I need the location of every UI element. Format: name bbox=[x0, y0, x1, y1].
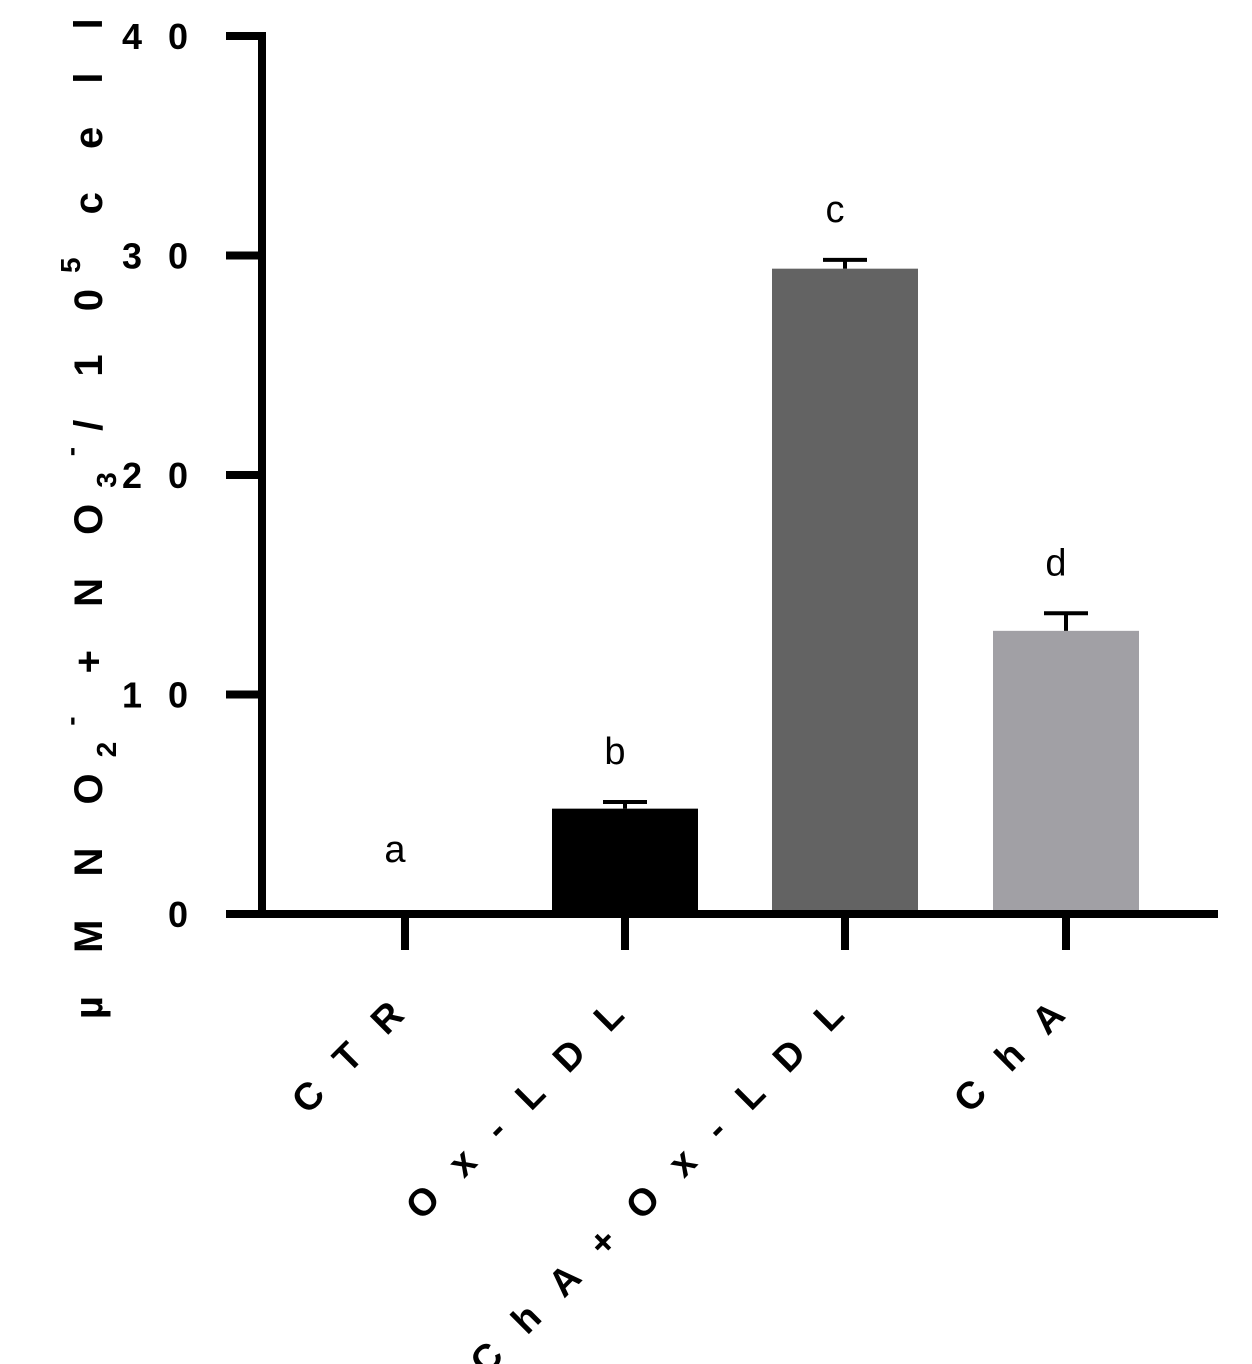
x-tick-label-1: C T R bbox=[284, 987, 419, 1122]
y-tick-label-40: 4 0 bbox=[122, 16, 196, 57]
bar-2 bbox=[552, 808, 698, 914]
x-ticks: C T RO x - L D LC h A + O x - L D L C h A bbox=[284, 914, 1080, 1364]
x-tick-label-2: O x - L D L bbox=[398, 987, 639, 1228]
significance-label-1: a bbox=[384, 829, 406, 871]
significance-label-3: c bbox=[826, 189, 845, 231]
bar-3 bbox=[772, 268, 918, 914]
y-tick-label-0: 0 bbox=[168, 894, 196, 935]
y-axis-title-part-3: - bbox=[55, 700, 86, 725]
y-axis-title-part-1: µ M N O bbox=[67, 757, 111, 1019]
significance-label-4: d bbox=[1045, 542, 1066, 584]
x-tick-label-3: C h A + O x - L D L bbox=[463, 987, 860, 1364]
y-tick-label-30: 3 0 bbox=[122, 236, 196, 277]
y-axis-title-part-6: - bbox=[55, 431, 86, 456]
y-axis-title-part-8: 5 bbox=[55, 241, 86, 273]
y-axis-title: µ M N O2- + N O3-/ 1 05 c e l l s bbox=[55, 0, 122, 1019]
significance-labels: a b c d bbox=[384, 189, 1066, 871]
y-axis-title-part-7: / 1 0 bbox=[67, 273, 111, 431]
bar-4 bbox=[993, 630, 1139, 914]
x-tick-label-4: C h A bbox=[946, 987, 1080, 1121]
y-axis-title-part-9: c e l l s bbox=[67, 0, 111, 241]
y-axis-title-part-4: + N O bbox=[67, 488, 111, 701]
bars bbox=[552, 268, 1139, 914]
y-ticks: 0 1 0 2 0 3 0 4 0 bbox=[122, 16, 262, 935]
y-tick-label-10: 1 0 bbox=[122, 675, 196, 716]
y-axis-label: µ M N O2- + N O3-/ 1 05 c e l l s bbox=[55, 0, 122, 1019]
y-tick-label-20: 2 0 bbox=[122, 455, 196, 496]
y-axis-title-part-5: 3 bbox=[91, 456, 122, 488]
significance-label-2: b bbox=[604, 731, 625, 773]
y-axis-title-part-2: 2 bbox=[91, 726, 122, 758]
error-bars bbox=[603, 257, 1088, 809]
